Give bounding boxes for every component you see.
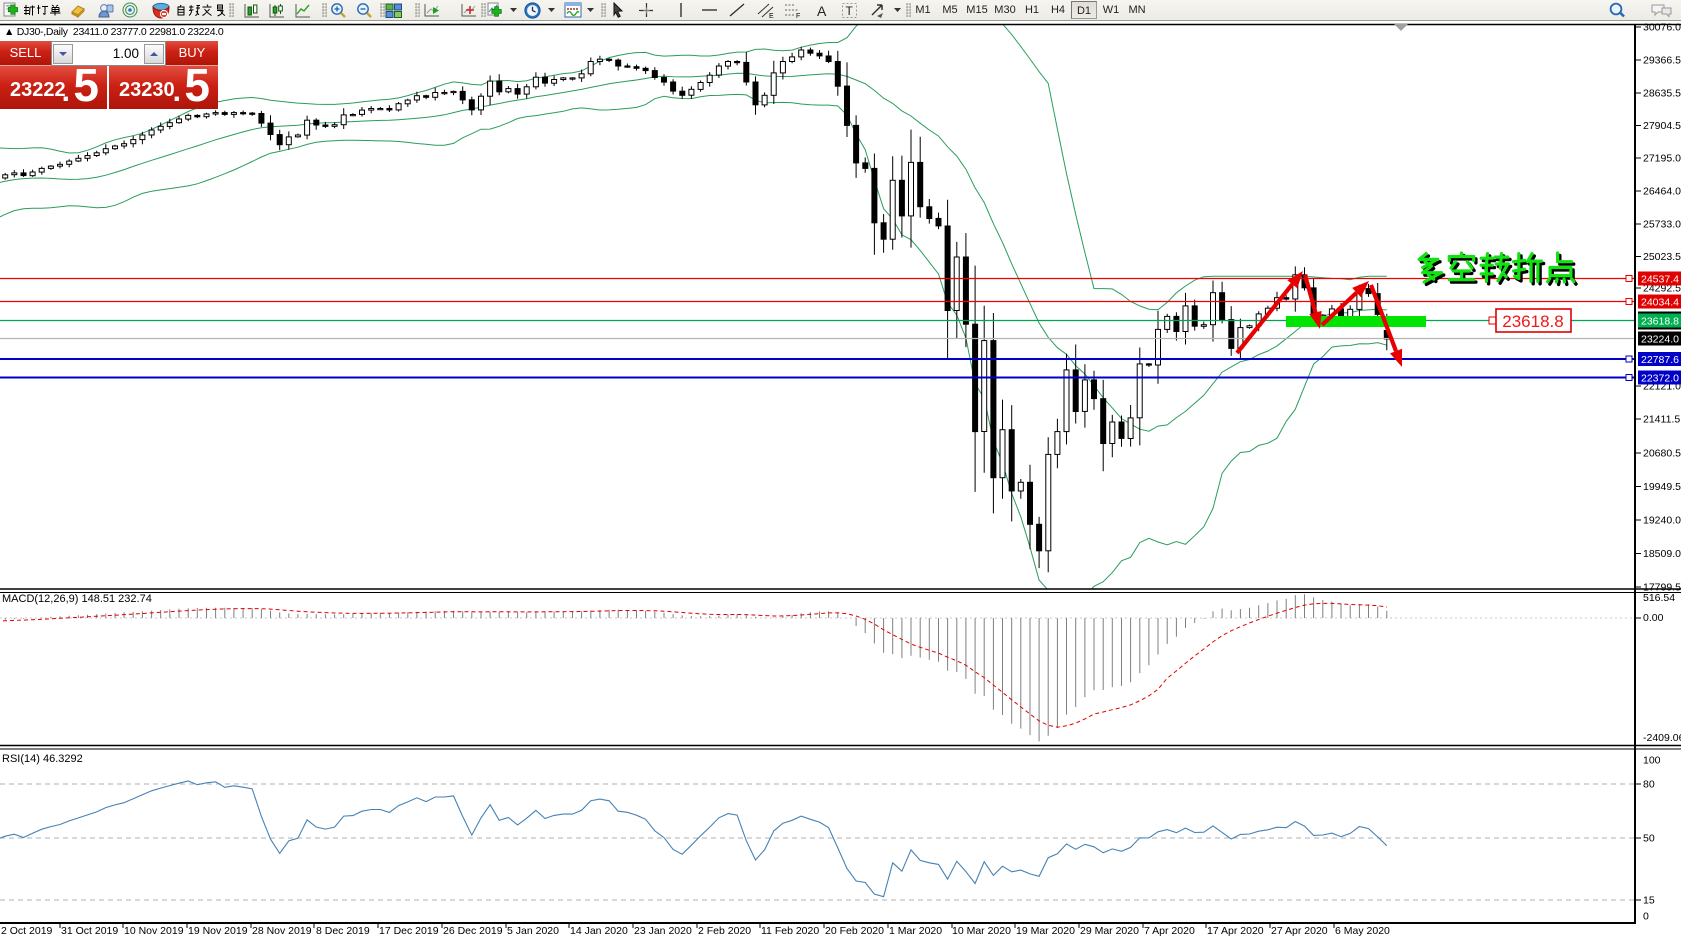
svg-text:25023.5: 25023.5: [1643, 251, 1681, 263]
svg-text:1 Mar 2020: 1 Mar 2020: [889, 925, 942, 937]
svg-text:19949.5: 19949.5: [1643, 481, 1681, 493]
svg-text:20 Feb 2020: 20 Feb 2020: [825, 925, 884, 937]
svg-text:27195.0: 27195.0: [1643, 153, 1681, 165]
svg-text:11 Feb 2020: 11 Feb 2020: [761, 925, 819, 937]
svg-text:28 Nov 2019: 28 Nov 2019: [252, 925, 312, 937]
svg-text:2 Feb 2020: 2 Feb 2020: [698, 925, 751, 937]
svg-text:21411.5: 21411.5: [1643, 414, 1680, 426]
svg-text:RSI(14) 46.3292: RSI(14) 46.3292: [2, 753, 83, 765]
svg-text:17 Dec 2019: 17 Dec 2019: [379, 925, 439, 937]
svg-text:31 Oct 2019: 31 Oct 2019: [61, 925, 118, 937]
svg-text:29 Mar 2020: 29 Mar 2020: [1080, 925, 1139, 937]
svg-text:23 Jan 2020: 23 Jan 2020: [634, 925, 692, 937]
svg-text:19 Nov 2019: 19 Nov 2019: [188, 925, 248, 937]
svg-text:2 Oct 2019: 2 Oct 2019: [1, 925, 53, 937]
svg-text:14 Jan 2020: 14 Jan 2020: [570, 925, 628, 937]
svg-text:5 Jan 2020: 5 Jan 2020: [507, 925, 559, 937]
svg-text:24537.4: 24537.4: [1641, 274, 1679, 286]
svg-text:6 May 2020: 6 May 2020: [1335, 925, 1390, 937]
svg-text:30076.0: 30076.0: [1643, 22, 1681, 34]
svg-text:24034.4: 24034.4: [1641, 297, 1679, 309]
svg-text:18509.0: 18509.0: [1643, 548, 1681, 560]
svg-text:-2409.06: -2409.06: [1643, 732, 1681, 744]
svg-text:26464.0: 26464.0: [1643, 186, 1681, 198]
svg-text:50: 50: [1643, 833, 1655, 845]
svg-text:T: T: [846, 4, 854, 18]
svg-text:22787.6: 22787.6: [1641, 354, 1679, 366]
svg-text:26 Dec 2019: 26 Dec 2019: [443, 925, 503, 937]
svg-text:17 Apr 2020: 17 Apr 2020: [1207, 925, 1264, 937]
svg-text:MACD(12,26,9) 148.51 232.74: MACD(12,26,9) 148.51 232.74: [2, 593, 152, 605]
svg-text:27 Apr 2020: 27 Apr 2020: [1271, 925, 1328, 937]
svg-text:27904.5: 27904.5: [1643, 120, 1681, 132]
svg-text:0: 0: [1643, 911, 1649, 923]
svg-text:A: A: [817, 3, 827, 19]
svg-text:17799.5: 17799.5: [1643, 582, 1681, 594]
svg-text:19240.0: 19240.0: [1643, 515, 1681, 527]
svg-text:23618.8: 23618.8: [1641, 316, 1679, 328]
svg-text:23618.8: 23618.8: [1502, 312, 1563, 331]
svg-text:E: E: [769, 13, 774, 19]
svg-text:10 Mar 2020: 10 Mar 2020: [952, 925, 1011, 937]
svg-text:100: 100: [1643, 755, 1661, 767]
svg-text:F: F: [796, 13, 800, 19]
svg-text:7 Apr 2020: 7 Apr 2020: [1144, 925, 1195, 937]
svg-text:20680.5: 20680.5: [1643, 448, 1681, 460]
svg-text:19 Mar 2020: 19 Mar 2020: [1016, 925, 1075, 937]
svg-text:10 Nov 2019: 10 Nov 2019: [124, 925, 184, 937]
svg-text:29366.5: 29366.5: [1643, 55, 1681, 67]
svg-text:8 Dec 2019: 8 Dec 2019: [316, 925, 370, 937]
svg-text:23224.0: 23224.0: [1641, 334, 1679, 346]
svg-text:22372.0: 22372.0: [1641, 373, 1679, 385]
svg-text:516.54: 516.54: [1643, 592, 1675, 604]
svg-text:15: 15: [1643, 895, 1655, 907]
svg-text:28635.5: 28635.5: [1643, 88, 1681, 100]
svg-text:80: 80: [1643, 779, 1655, 791]
svg-text:0.00: 0.00: [1643, 612, 1664, 624]
svg-text:25733.0: 25733.0: [1643, 219, 1681, 231]
